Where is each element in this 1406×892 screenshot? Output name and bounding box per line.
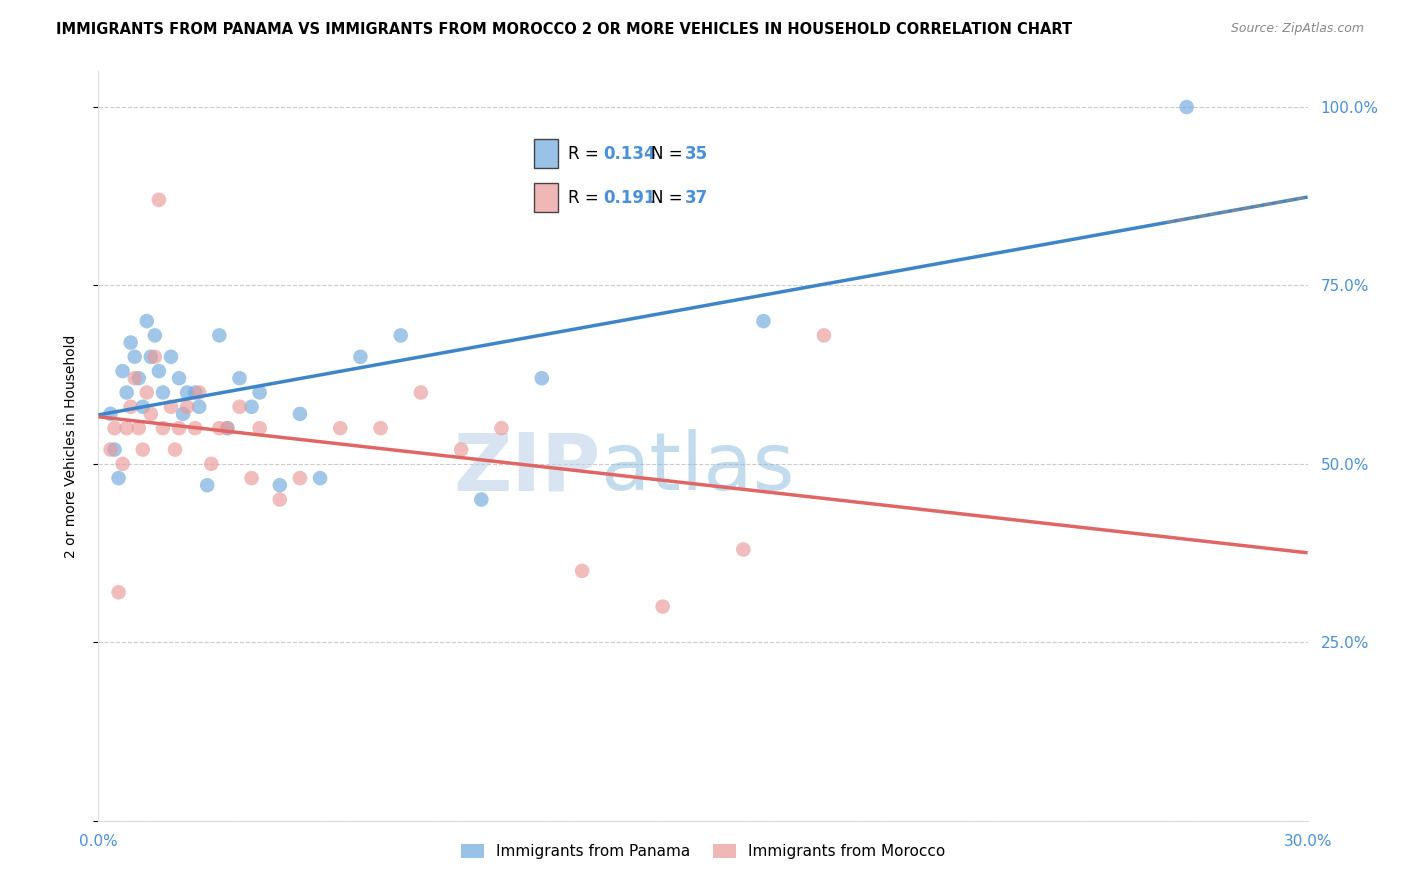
Point xyxy=(208,328,231,343)
Point xyxy=(120,335,142,350)
Point xyxy=(184,421,207,435)
Point xyxy=(240,400,263,414)
Point xyxy=(188,385,211,400)
Point xyxy=(184,385,207,400)
Point xyxy=(135,385,157,400)
Point xyxy=(470,492,492,507)
Point xyxy=(148,193,170,207)
Point xyxy=(228,400,250,414)
Point xyxy=(249,385,271,400)
Text: Source: ZipAtlas.com: Source: ZipAtlas.com xyxy=(1230,22,1364,36)
Point xyxy=(571,564,593,578)
Point xyxy=(128,371,150,385)
Text: N =: N = xyxy=(651,189,689,207)
Point xyxy=(733,542,755,557)
Point xyxy=(152,385,174,400)
Point xyxy=(139,407,162,421)
Point xyxy=(120,400,142,414)
Text: 35: 35 xyxy=(685,145,709,162)
Text: 0.134: 0.134 xyxy=(603,145,657,162)
Text: ZIP: ZIP xyxy=(453,429,600,508)
Point xyxy=(217,421,239,435)
Point xyxy=(100,442,122,457)
Point xyxy=(651,599,673,614)
Point xyxy=(249,421,271,435)
Point xyxy=(329,421,352,435)
Point xyxy=(1175,100,1198,114)
Point xyxy=(103,421,125,435)
Point xyxy=(167,371,190,385)
Point xyxy=(167,421,190,435)
Text: R =: R = xyxy=(568,145,603,162)
Point xyxy=(813,328,835,343)
Point xyxy=(160,400,183,414)
Text: R =: R = xyxy=(568,189,603,207)
Point xyxy=(288,471,311,485)
Point xyxy=(132,442,155,457)
FancyBboxPatch shape xyxy=(534,139,558,168)
Point xyxy=(200,457,222,471)
Point xyxy=(115,385,138,400)
Point xyxy=(111,457,134,471)
Point xyxy=(188,400,211,414)
Point xyxy=(269,492,291,507)
Point xyxy=(132,400,155,414)
Point xyxy=(107,585,129,599)
Point xyxy=(124,371,146,385)
Point xyxy=(128,421,150,435)
Point xyxy=(450,442,472,457)
Point xyxy=(240,471,263,485)
Point xyxy=(217,421,239,435)
Point xyxy=(176,385,198,400)
Text: atlas: atlas xyxy=(600,429,794,508)
Point xyxy=(269,478,291,492)
Point xyxy=(349,350,371,364)
FancyBboxPatch shape xyxy=(534,184,558,212)
Point xyxy=(195,478,218,492)
Point xyxy=(370,421,392,435)
Point xyxy=(143,328,166,343)
Point xyxy=(409,385,432,400)
Text: N =: N = xyxy=(651,145,689,162)
Point xyxy=(288,407,311,421)
Point xyxy=(163,442,186,457)
Point xyxy=(309,471,332,485)
Y-axis label: 2 or more Vehicles in Household: 2 or more Vehicles in Household xyxy=(63,334,77,558)
Point xyxy=(752,314,775,328)
Point xyxy=(143,350,166,364)
Point xyxy=(148,364,170,378)
Point xyxy=(124,350,146,364)
Point xyxy=(530,371,553,385)
Point xyxy=(491,421,513,435)
Point xyxy=(176,400,198,414)
Point xyxy=(208,421,231,435)
Point xyxy=(152,421,174,435)
Text: 0.191: 0.191 xyxy=(603,189,657,207)
Point xyxy=(160,350,183,364)
Point xyxy=(100,407,122,421)
Text: IMMIGRANTS FROM PANAMA VS IMMIGRANTS FROM MOROCCO 2 OR MORE VEHICLES IN HOUSEHOL: IMMIGRANTS FROM PANAMA VS IMMIGRANTS FRO… xyxy=(56,22,1073,37)
Legend: Immigrants from Panama, Immigrants from Morocco: Immigrants from Panama, Immigrants from … xyxy=(454,838,952,865)
Point xyxy=(228,371,250,385)
Point xyxy=(115,421,138,435)
Point xyxy=(111,364,134,378)
Point xyxy=(389,328,412,343)
Point xyxy=(172,407,194,421)
Point xyxy=(107,471,129,485)
Text: 37: 37 xyxy=(685,189,709,207)
Point xyxy=(135,314,157,328)
Point xyxy=(103,442,125,457)
Point xyxy=(139,350,162,364)
